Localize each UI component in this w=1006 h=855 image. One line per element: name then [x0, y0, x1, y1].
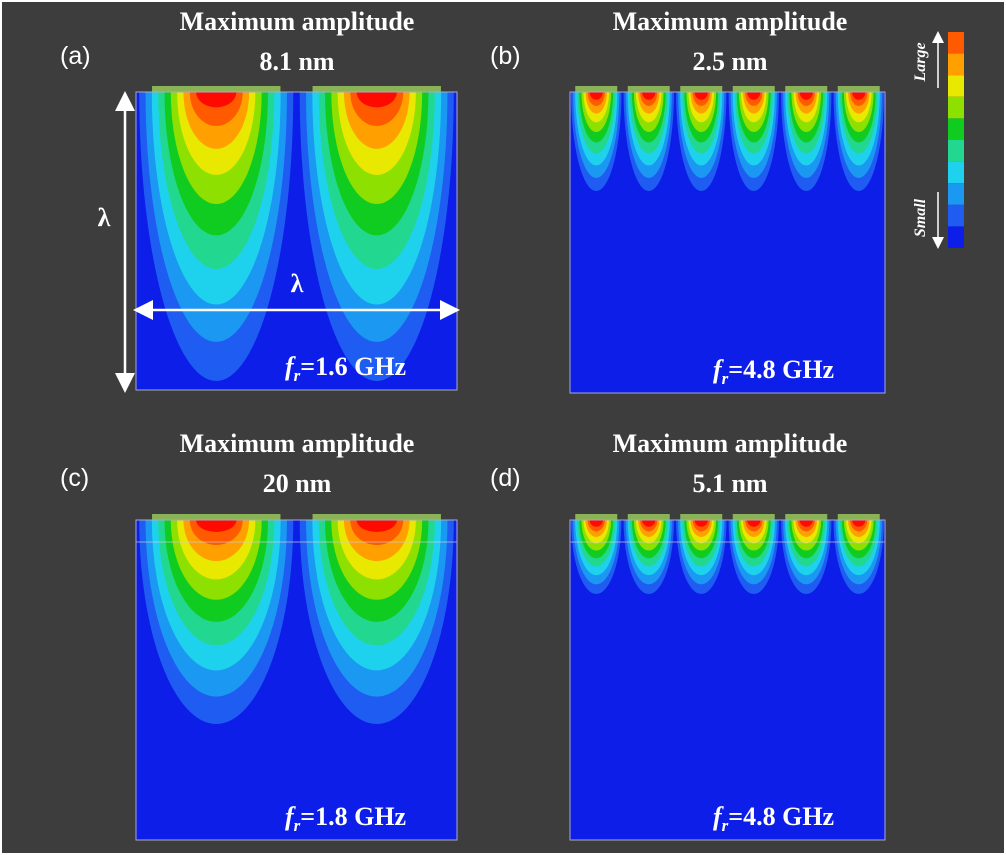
electrode [575, 514, 618, 520]
electrode [785, 514, 828, 520]
panel-title: Maximum amplitude [613, 429, 848, 458]
colorbar-segment [948, 140, 964, 162]
electrode [627, 514, 670, 520]
electrode [732, 514, 775, 520]
frequency-subscript: r [294, 366, 301, 385]
contour-level [356, 520, 397, 532]
frequency-value: =4.8 GHz [728, 355, 834, 384]
plot-frame [569, 519, 886, 841]
electrode [785, 86, 828, 92]
contour-level [694, 92, 708, 100]
contour-level [196, 92, 237, 108]
frequency-value: =1.6 GHz [300, 352, 406, 381]
electrode [837, 86, 880, 92]
contour-level [642, 92, 656, 100]
contour-level [799, 92, 813, 100]
colorbar-bottom-label: Small [912, 198, 929, 237]
contour-level [589, 520, 603, 527]
electrode [312, 514, 441, 520]
contour-plot [570, 520, 885, 840]
frequency-label: fr=1.6 GHz [285, 352, 406, 385]
panel-amplitude: 8.1 nm [259, 47, 334, 76]
contour-level [747, 92, 761, 100]
colorbar-segment [948, 96, 964, 119]
colorbar-segment [948, 118, 964, 140]
frequency-label: fr=4.8 GHz [713, 802, 834, 835]
frequency-value: =1.8 GHz [300, 802, 406, 831]
contour-plot [570, 92, 885, 393]
panel-amplitude: 5.1 nm [692, 469, 767, 498]
frequency-symbol: f [713, 802, 724, 831]
electrode [152, 86, 281, 92]
colorbar-segment [948, 226, 964, 248]
panel-amplitude: 20 nm [263, 469, 332, 498]
panel-label: (d) [490, 464, 521, 492]
frequency-symbol: f [285, 352, 296, 381]
plot-frame [135, 91, 458, 391]
electrode [312, 86, 441, 92]
frequency-symbol: f [285, 802, 296, 831]
colorbar [948, 32, 964, 248]
electrode [680, 514, 723, 520]
plot-background [570, 92, 885, 393]
plot-frame [569, 91, 886, 394]
electrode [152, 514, 281, 520]
frequency-label: fr=1.8 GHz [285, 802, 406, 835]
contour-level [747, 520, 761, 527]
frequency-symbol: f [713, 355, 724, 384]
electrode [680, 86, 723, 92]
width-label: λ [291, 269, 304, 298]
panel-title: Maximum amplitude [180, 7, 415, 36]
frequency-label: fr=4.8 GHz [713, 355, 834, 388]
frequency-subscript: r [722, 816, 729, 835]
colorbar-segment [948, 183, 964, 205]
plot-background [570, 520, 885, 840]
contour-level [852, 92, 866, 100]
colorbar-segment [948, 75, 964, 97]
frequency-subscript: r [294, 816, 301, 835]
electrode [837, 514, 880, 520]
frequency-subscript: r [722, 369, 729, 388]
contour-level [852, 520, 866, 527]
depth-label: λ [98, 203, 111, 232]
contour-level [589, 92, 603, 100]
panel-title: Maximum amplitude [180, 429, 415, 458]
contour-level [799, 520, 813, 527]
electrode [627, 86, 670, 92]
panel-label: (a) [60, 42, 91, 70]
colorbar-segment [948, 32, 964, 54]
plot-frame [135, 519, 458, 841]
contour-level [694, 520, 708, 527]
contour-plot [136, 92, 457, 390]
contour-level [642, 520, 656, 527]
panel-title: Maximum amplitude [613, 7, 848, 36]
contour-level [356, 92, 397, 108]
panel-label: (c) [60, 464, 89, 492]
electrode [732, 86, 775, 92]
frequency-value: =4.8 GHz [728, 802, 834, 831]
plots [135, 86, 886, 841]
colorbar-segment [948, 53, 964, 76]
contour-level [196, 520, 237, 532]
colorbar-segment [948, 204, 964, 227]
electrode [575, 86, 618, 92]
contour-plot [136, 520, 457, 840]
colorbar-segment [948, 161, 964, 184]
panel-amplitude: 2.5 nm [692, 47, 767, 76]
colorbar-top-label: Large [912, 42, 929, 82]
panel-label: (b) [490, 42, 521, 70]
